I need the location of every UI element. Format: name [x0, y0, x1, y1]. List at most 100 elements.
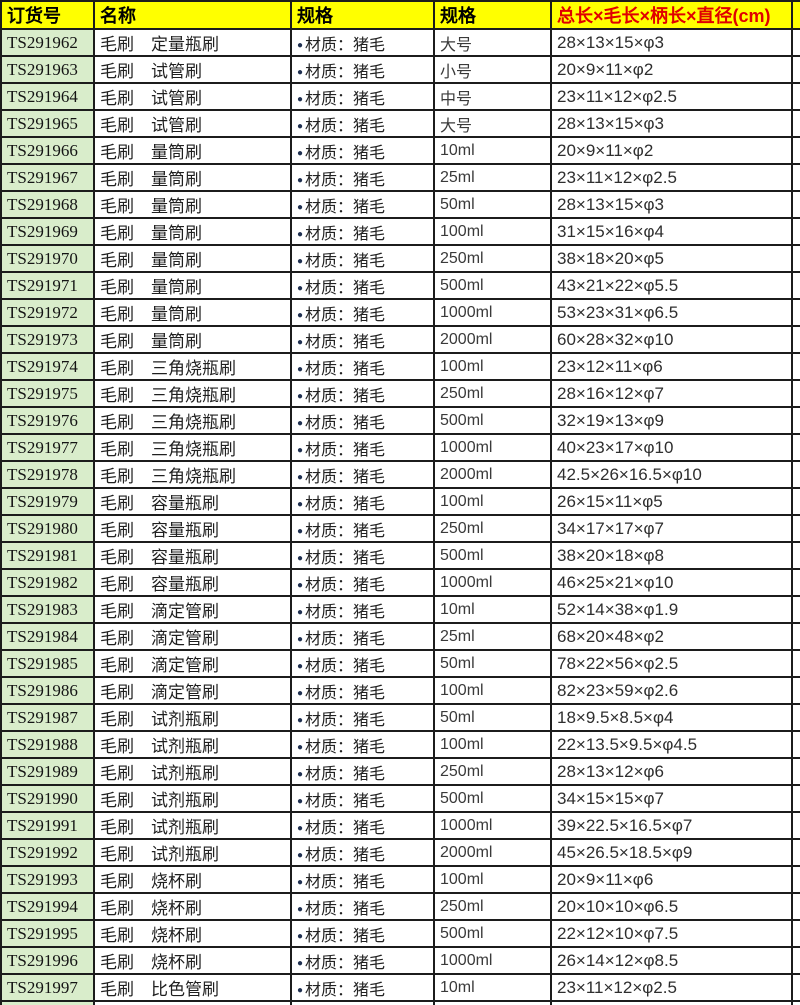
product-name-cell: 毛刷 烧杯刷	[93, 892, 292, 921]
product-name-cell: 毛刷 量筒刷	[93, 136, 292, 165]
spec-cell: 100ml	[433, 676, 552, 705]
dimensions-cell: 32×19×13×φ9	[550, 406, 793, 435]
edge-cell	[791, 379, 800, 408]
dimensions-cell: 68×20×48×φ2	[550, 622, 793, 651]
edge-cell	[791, 298, 800, 327]
spec-cell: 250ml	[433, 757, 552, 786]
bullet-icon: ●	[297, 390, 304, 402]
product-name-cell: 毛刷 容量瓶刷	[93, 568, 292, 597]
edge-cell	[791, 136, 800, 165]
bullet-icon: ●	[297, 849, 304, 861]
dimensions-cell: 23×12×11×φ6	[550, 352, 793, 381]
order-id-cell: TS291980	[0, 514, 95, 543]
material-label: 材质：猪毛	[305, 252, 386, 270]
material-cell: ●材质：猪毛	[290, 487, 435, 516]
material-cell: ●材质：猪毛	[290, 946, 435, 975]
edge-cell	[791, 973, 800, 1002]
spec-cell: 500ml	[433, 541, 552, 570]
edge-cell	[791, 622, 800, 651]
material-label: 材质：猪毛	[305, 900, 386, 918]
material-cell: ●材质：猪毛	[290, 352, 435, 381]
material-label: 材质：猪毛	[305, 198, 386, 216]
bullet-icon: ●	[297, 498, 304, 510]
material-cell: ●材质：猪毛	[290, 433, 435, 462]
material-label: 材质：猪毛	[305, 657, 386, 675]
dimensions-cell: 45×26.5×18.5×φ9	[550, 838, 793, 867]
order-id-cell: TS291970	[0, 244, 95, 273]
spec-cell: 10ml	[433, 136, 552, 165]
spec-cell: 1000ml	[433, 298, 552, 327]
table-row: TS291984 毛刷 滴定管刷 ● 材质：猪毛 25ml 68×20×48×φ2	[0, 622, 800, 651]
order-id-cell: TS291976	[0, 406, 95, 435]
edge-cell	[791, 838, 800, 867]
order-id-cell: TS291998	[0, 1000, 95, 1005]
table-row: TS291977 毛刷 三角烧瓶刷 ● 材质：猪毛 1000ml 40×23×17…	[0, 433, 800, 462]
spec-cell: 250ml	[433, 514, 552, 543]
product-name-cell: 毛刷 量筒刷	[93, 217, 292, 246]
material-label: 材质：猪毛	[305, 819, 386, 837]
bullet-icon: ●	[297, 336, 304, 348]
material-label: 材质：猪毛	[305, 225, 386, 243]
material-label: 材质：猪毛	[305, 630, 386, 648]
bullet-icon: ●	[297, 309, 304, 321]
material-cell: ●材质：猪毛	[290, 703, 435, 732]
order-id-cell: TS291964	[0, 82, 95, 111]
header-product-name: 名称	[93, 0, 292, 30]
bullet-icon: ●	[297, 714, 304, 726]
bullet-icon: ●	[297, 120, 304, 132]
order-id-cell: TS291985	[0, 649, 95, 678]
material-cell: ●材质：猪毛	[290, 379, 435, 408]
order-id-cell: TS291962	[0, 28, 95, 57]
order-id-cell: TS291978	[0, 460, 95, 489]
edge-cell	[791, 82, 800, 111]
table-row: TS291981 毛刷 容量瓶刷 ● 材质：猪毛 500ml 38×20×18×φ…	[0, 541, 800, 570]
dimensions-cell: 20×9×11×φ2	[550, 55, 793, 84]
product-name-cell: 毛刷 容量瓶刷	[93, 487, 292, 516]
material-cell: ●材质：猪毛	[290, 676, 435, 705]
bullet-icon: ●	[297, 579, 304, 591]
spec-cell: 500ml	[433, 919, 552, 948]
table-row: TS291992 毛刷 试剂瓶刷 ● 材质：猪毛 2000ml 45×26.5×1…	[0, 838, 800, 867]
material-cell: ●材质：猪毛	[290, 136, 435, 165]
product-name-cell: 毛刷 量筒刷	[93, 163, 292, 192]
dimensions-cell: 20×9×11×φ2	[550, 136, 793, 165]
product-name-cell: 毛刷 烧杯刷	[93, 919, 292, 948]
spec-cell: 250ml	[433, 892, 552, 921]
material-cell: ●材质：猪毛	[290, 919, 435, 948]
bullet-icon: ●	[297, 552, 304, 564]
spec-cell: 250ml	[433, 379, 552, 408]
header-spec-size: 规格	[433, 0, 552, 30]
product-name-cell: 毛刷 容量瓶刷	[93, 541, 292, 570]
spec-cell: 100ml	[433, 730, 552, 759]
edge-cell	[791, 703, 800, 732]
bullet-icon: ●	[297, 903, 304, 915]
dimensions-cell: 28×13×15×φ3	[550, 28, 793, 57]
spec-cell: 250ml	[433, 244, 552, 273]
material-cell: ●材质：猪毛	[290, 622, 435, 651]
material-cell: ●材质：猪毛	[290, 217, 435, 246]
header-spec-material: 规格	[290, 0, 435, 30]
dimensions-cell: 23×11×12×φ2.5	[550, 163, 793, 192]
material-label: 材质：猪毛	[305, 495, 386, 513]
product-name-cell: 毛刷 比色管刷	[93, 973, 292, 1002]
bullet-icon: ●	[297, 228, 304, 240]
material-cell: ●材质：猪毛	[290, 244, 435, 273]
table-row: TS291982 毛刷 容量瓶刷 ● 材质：猪毛 1000ml 46×25×21×…	[0, 568, 800, 597]
material-label: 材质：猪毛	[305, 873, 386, 891]
product-name-cell: 毛刷 烧杯刷	[93, 946, 292, 975]
product-name-cell: 毛刷 试管刷	[93, 82, 292, 111]
edge-cell	[791, 541, 800, 570]
material-label: 材质：猪毛	[305, 684, 386, 702]
bullet-icon: ●	[297, 417, 304, 429]
bullet-icon: ●	[297, 687, 304, 699]
spec-cell: 100ml	[433, 865, 552, 894]
spec-cell: 50ml	[433, 649, 552, 678]
bullet-icon: ●	[297, 39, 304, 51]
header-row: 订货号 名称 规格 规格 总长×毛长×柄长×直径(cm)	[0, 0, 800, 30]
bullet-icon: ●	[297, 255, 304, 267]
edge-cell	[791, 28, 800, 57]
material-label: 材质：猪毛	[305, 36, 386, 54]
edge-cell	[791, 757, 800, 786]
product-name-cell: 毛刷 试管刷	[93, 55, 292, 84]
